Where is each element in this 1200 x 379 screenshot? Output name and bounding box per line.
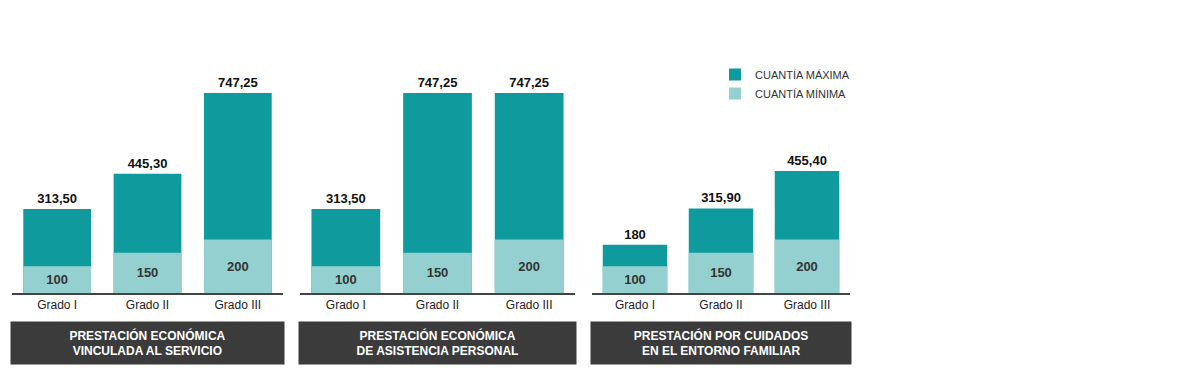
svg-text:Grado I: Grado I (37, 298, 77, 312)
svg-text:150: 150 (137, 265, 159, 280)
svg-text:PRESTACIÓN POR CUIDADOSEN EL E: PRESTACIÓN POR CUIDADOSEN EL ENTORNO FAM… (634, 328, 808, 359)
svg-text:CUANTÍA MÍNIMA: CUANTÍA MÍNIMA (755, 88, 846, 100)
svg-text:200: 200 (518, 259, 540, 274)
svg-text:150: 150 (710, 265, 732, 280)
svg-text:CUANTÍA MÁXIMA: CUANTÍA MÁXIMA (755, 69, 850, 81)
svg-text:455,40: 455,40 (787, 153, 827, 168)
svg-text:315,90: 315,90 (701, 190, 741, 205)
svg-text:100: 100 (624, 272, 646, 287)
svg-text:313,50: 313,50 (37, 191, 77, 206)
svg-text:200: 200 (796, 259, 818, 274)
svg-text:445,30: 445,30 (128, 156, 168, 171)
svg-text:Grado III: Grado III (214, 298, 261, 312)
svg-text:150: 150 (427, 265, 449, 280)
svg-text:Grado II: Grado II (699, 298, 742, 312)
svg-text:747,25: 747,25 (218, 75, 258, 90)
svg-text:Grado III: Grado III (784, 298, 831, 312)
svg-text:Grado I: Grado I (326, 298, 366, 312)
svg-text:100: 100 (46, 272, 68, 287)
svg-text:100: 100 (335, 272, 357, 287)
svg-text:200: 200 (227, 259, 249, 274)
svg-text:747,25: 747,25 (418, 75, 458, 90)
svg-text:Grado II: Grado II (416, 298, 459, 312)
svg-text:PRESTACIÓN ECONÓMICAVINCULADA: PRESTACIÓN ECONÓMICAVINCULADA AL SERVICI… (69, 328, 225, 359)
svg-text:313,50: 313,50 (326, 191, 366, 206)
svg-text:180: 180 (624, 227, 646, 242)
svg-text:Grado II: Grado II (126, 298, 169, 312)
svg-text:PRESTACIÓN ECONÓMICADE ASISTEN: PRESTACIÓN ECONÓMICADE ASISTENCIA PERSON… (357, 328, 519, 359)
svg-text:Grado III: Grado III (506, 298, 553, 312)
svg-text:Grado I: Grado I (615, 298, 655, 312)
svg-text:747,25: 747,25 (509, 75, 549, 90)
